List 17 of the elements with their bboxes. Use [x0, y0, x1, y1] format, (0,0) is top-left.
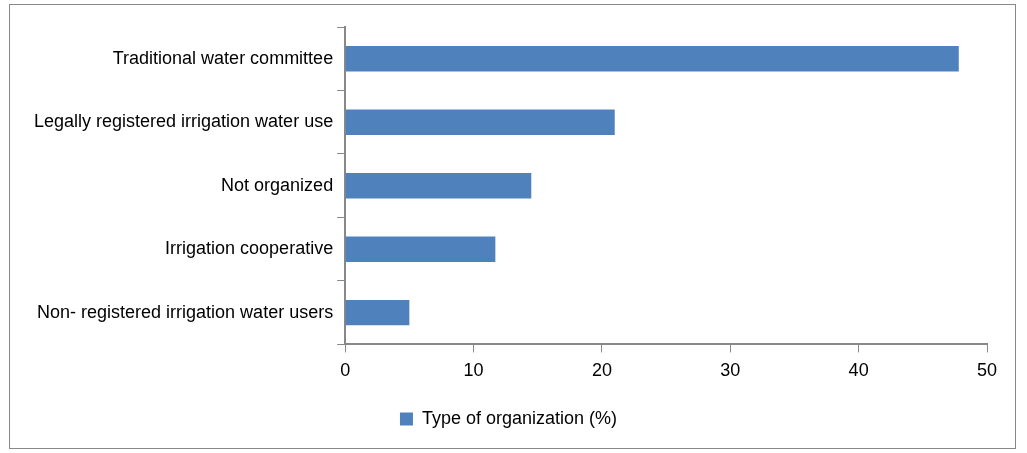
x-tick-label: 20	[591, 360, 612, 381]
x-tick-label: 0	[340, 360, 351, 381]
y-tick-label: Irrigation cooperative	[165, 238, 334, 259]
y-tick-label: Non- registered irrigation water users	[37, 301, 334, 322]
bar	[345, 236, 496, 262]
bar	[345, 299, 410, 326]
bar	[345, 46, 959, 72]
bar	[345, 109, 615, 135]
y-tick-label: Traditional water committee	[112, 47, 334, 68]
x-tick-label: 50	[976, 360, 998, 381]
x-tick-label: 10	[463, 360, 484, 381]
y-tick-label: Not organized	[221, 174, 334, 195]
x-tick-label: 30	[720, 360, 741, 381]
y-tick-label: Legally registered irrigation water use	[34, 111, 334, 132]
bar	[345, 173, 532, 199]
x-tick-label: 40	[848, 360, 869, 381]
legend-label: Type of organization (%)	[421, 407, 618, 428]
